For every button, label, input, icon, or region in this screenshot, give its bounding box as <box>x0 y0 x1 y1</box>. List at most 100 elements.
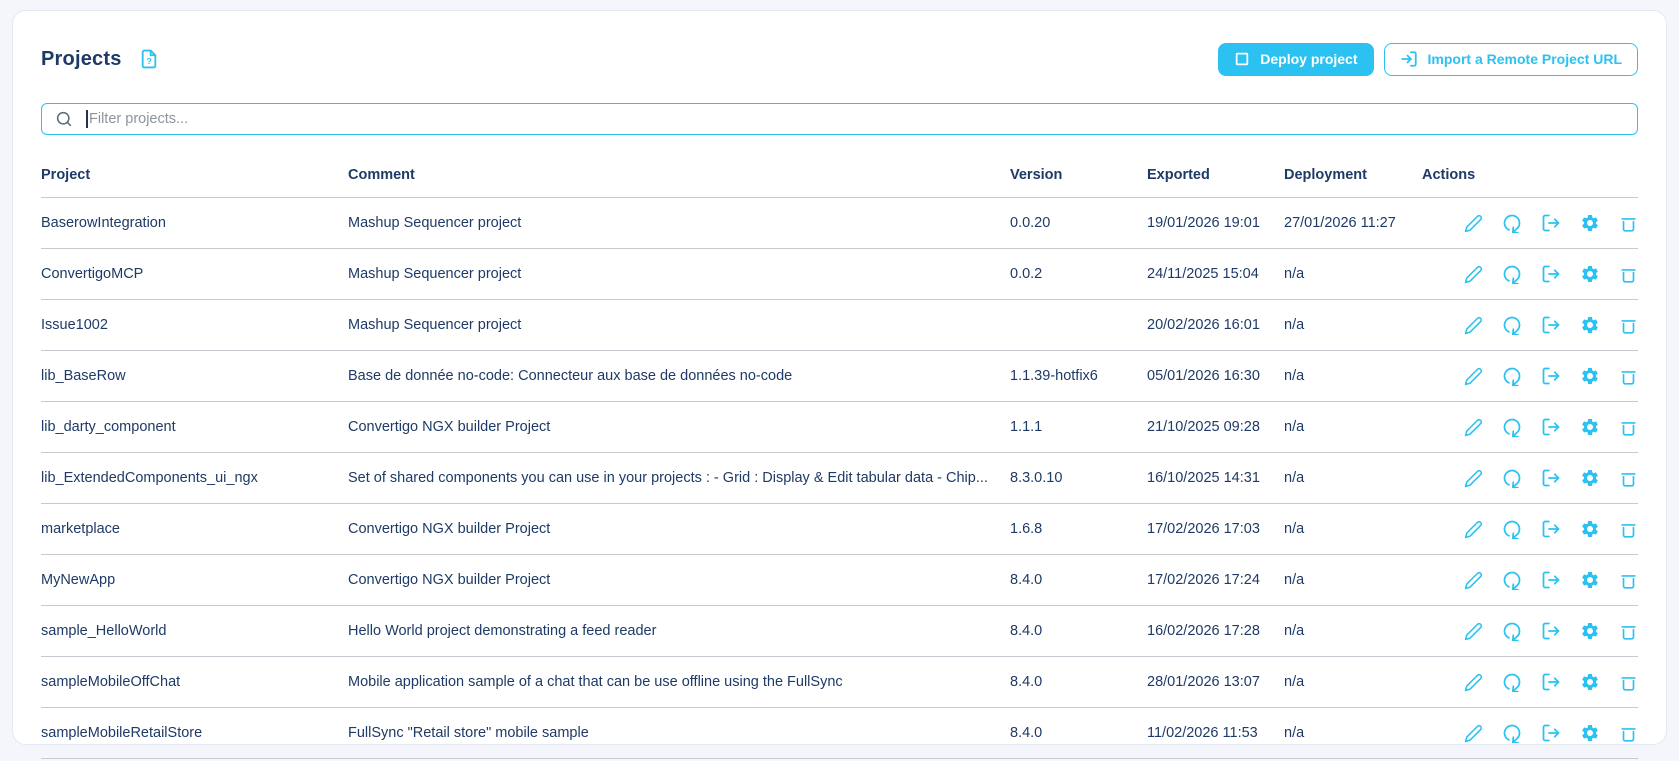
export-button[interactable] <box>1541 417 1561 437</box>
settings-button[interactable] <box>1580 519 1600 539</box>
table-row: lib_darty_component Convertigo NGX build… <box>41 401 1638 453</box>
settings-button[interactable] <box>1580 621 1600 641</box>
edit-button[interactable] <box>1464 571 1483 590</box>
card-header: Projects ? Deploy project <box>41 11 1638 77</box>
export-button[interactable] <box>1541 672 1561 692</box>
reload-button[interactable] <box>1502 213 1522 233</box>
export-button[interactable] <box>1541 570 1561 590</box>
table-body: BaserowIntegration Mashup Sequencer proj… <box>41 197 1638 759</box>
deployment-cell: n/a <box>1284 503 1422 555</box>
reload-button[interactable] <box>1502 570 1522 590</box>
reload-button[interactable] <box>1502 366 1522 386</box>
actions-cell <box>1422 197 1638 249</box>
version-cell <box>1010 299 1147 351</box>
project-name-cell: sampleMobileOffChat <box>41 656 348 708</box>
edit-icon <box>1464 673 1483 692</box>
delete-icon <box>1619 214 1638 233</box>
export-button[interactable] <box>1541 264 1561 284</box>
edit-button[interactable] <box>1464 214 1483 233</box>
settings-button[interactable] <box>1580 468 1600 488</box>
exported-cell: 11/02/2026 11:53 <box>1147 707 1284 759</box>
column-header-project: Project <box>41 155 348 198</box>
project-name-cell: BaserowIntegration <box>41 197 348 249</box>
settings-button[interactable] <box>1580 570 1600 590</box>
row-actions <box>1422 723 1638 743</box>
delete-icon <box>1619 469 1638 488</box>
delete-button[interactable] <box>1619 418 1638 437</box>
deploy-project-button[interactable]: Deploy project <box>1218 42 1374 76</box>
deployment-cell: n/a <box>1284 401 1422 453</box>
export-button[interactable] <box>1541 366 1561 386</box>
project-name-cell: lib_darty_component <box>41 401 348 453</box>
export-button[interactable] <box>1541 468 1561 488</box>
reload-button[interactable] <box>1502 315 1522 335</box>
settings-button[interactable] <box>1580 315 1600 335</box>
settings-button[interactable] <box>1580 672 1600 692</box>
row-actions <box>1422 264 1638 284</box>
delete-button[interactable] <box>1619 622 1638 641</box>
delete-button[interactable] <box>1619 316 1638 335</box>
edit-button[interactable] <box>1464 520 1483 539</box>
delete-button[interactable] <box>1619 469 1638 488</box>
delete-button[interactable] <box>1619 520 1638 539</box>
delete-button[interactable] <box>1619 367 1638 386</box>
comment-cell: Convertigo NGX builder Project <box>348 503 1010 555</box>
doc-question-icon[interactable]: ? <box>138 48 160 70</box>
delete-icon <box>1619 520 1638 539</box>
reload-button[interactable] <box>1502 264 1522 284</box>
header-buttons: Deploy project Import a Remote Project U… <box>1218 42 1638 76</box>
filter-projects-input[interactable] <box>41 103 1638 135</box>
comment-cell: Mashup Sequencer project <box>348 299 1010 351</box>
comment-cell: FullSync "Retail store" mobile sample <box>348 707 1010 759</box>
import-remote-project-button[interactable]: Import a Remote Project URL <box>1383 42 1638 76</box>
reload-button[interactable] <box>1502 672 1522 692</box>
export-button[interactable] <box>1541 723 1561 743</box>
table-row: sample_HelloWorld Hello World project de… <box>41 605 1638 657</box>
edit-button[interactable] <box>1464 673 1483 692</box>
delete-button[interactable] <box>1619 265 1638 284</box>
edit-button[interactable] <box>1464 469 1483 488</box>
export-button[interactable] <box>1541 213 1561 233</box>
exported-cell: 19/01/2026 19:01 <box>1147 197 1284 249</box>
settings-button[interactable] <box>1580 366 1600 386</box>
delete-button[interactable] <box>1619 214 1638 233</box>
edit-button[interactable] <box>1464 622 1483 641</box>
reload-button[interactable] <box>1502 519 1522 539</box>
settings-button[interactable] <box>1580 723 1600 743</box>
export-button[interactable] <box>1541 519 1561 539</box>
comment-cell: Mashup Sequencer project <box>348 197 1010 249</box>
settings-icon <box>1580 468 1600 488</box>
column-header-actions: Actions <box>1422 155 1638 198</box>
settings-button[interactable] <box>1580 213 1600 233</box>
export-button[interactable] <box>1541 315 1561 335</box>
version-cell: 0.0.20 <box>1010 197 1147 249</box>
edit-icon <box>1464 367 1483 386</box>
settings-button[interactable] <box>1580 417 1600 437</box>
reload-button[interactable] <box>1502 723 1522 743</box>
project-name-cell: sample_HelloWorld <box>41 605 348 657</box>
reload-button[interactable] <box>1502 468 1522 488</box>
import-arrow-icon <box>1400 50 1418 68</box>
reload-icon <box>1502 672 1522 692</box>
settings-button[interactable] <box>1580 264 1600 284</box>
table-row: lib_ExtendedComponents_ui_ngx Set of sha… <box>41 452 1638 504</box>
settings-icon <box>1580 366 1600 386</box>
export-icon <box>1541 417 1561 437</box>
delete-button[interactable] <box>1619 673 1638 692</box>
edit-button[interactable] <box>1464 265 1483 284</box>
edit-button[interactable] <box>1464 367 1483 386</box>
deployment-cell: n/a <box>1284 656 1422 708</box>
export-icon <box>1541 621 1561 641</box>
edit-button[interactable] <box>1464 418 1483 437</box>
row-actions <box>1422 468 1638 488</box>
reload-button[interactable] <box>1502 621 1522 641</box>
table-row: Issue1002 Mashup Sequencer project 20/02… <box>41 299 1638 351</box>
reload-icon <box>1502 315 1522 335</box>
exported-cell: 28/01/2026 13:07 <box>1147 656 1284 708</box>
export-button[interactable] <box>1541 621 1561 641</box>
delete-button[interactable] <box>1619 724 1638 743</box>
delete-button[interactable] <box>1619 571 1638 590</box>
edit-button[interactable] <box>1464 724 1483 743</box>
edit-button[interactable] <box>1464 316 1483 335</box>
reload-button[interactable] <box>1502 417 1522 437</box>
